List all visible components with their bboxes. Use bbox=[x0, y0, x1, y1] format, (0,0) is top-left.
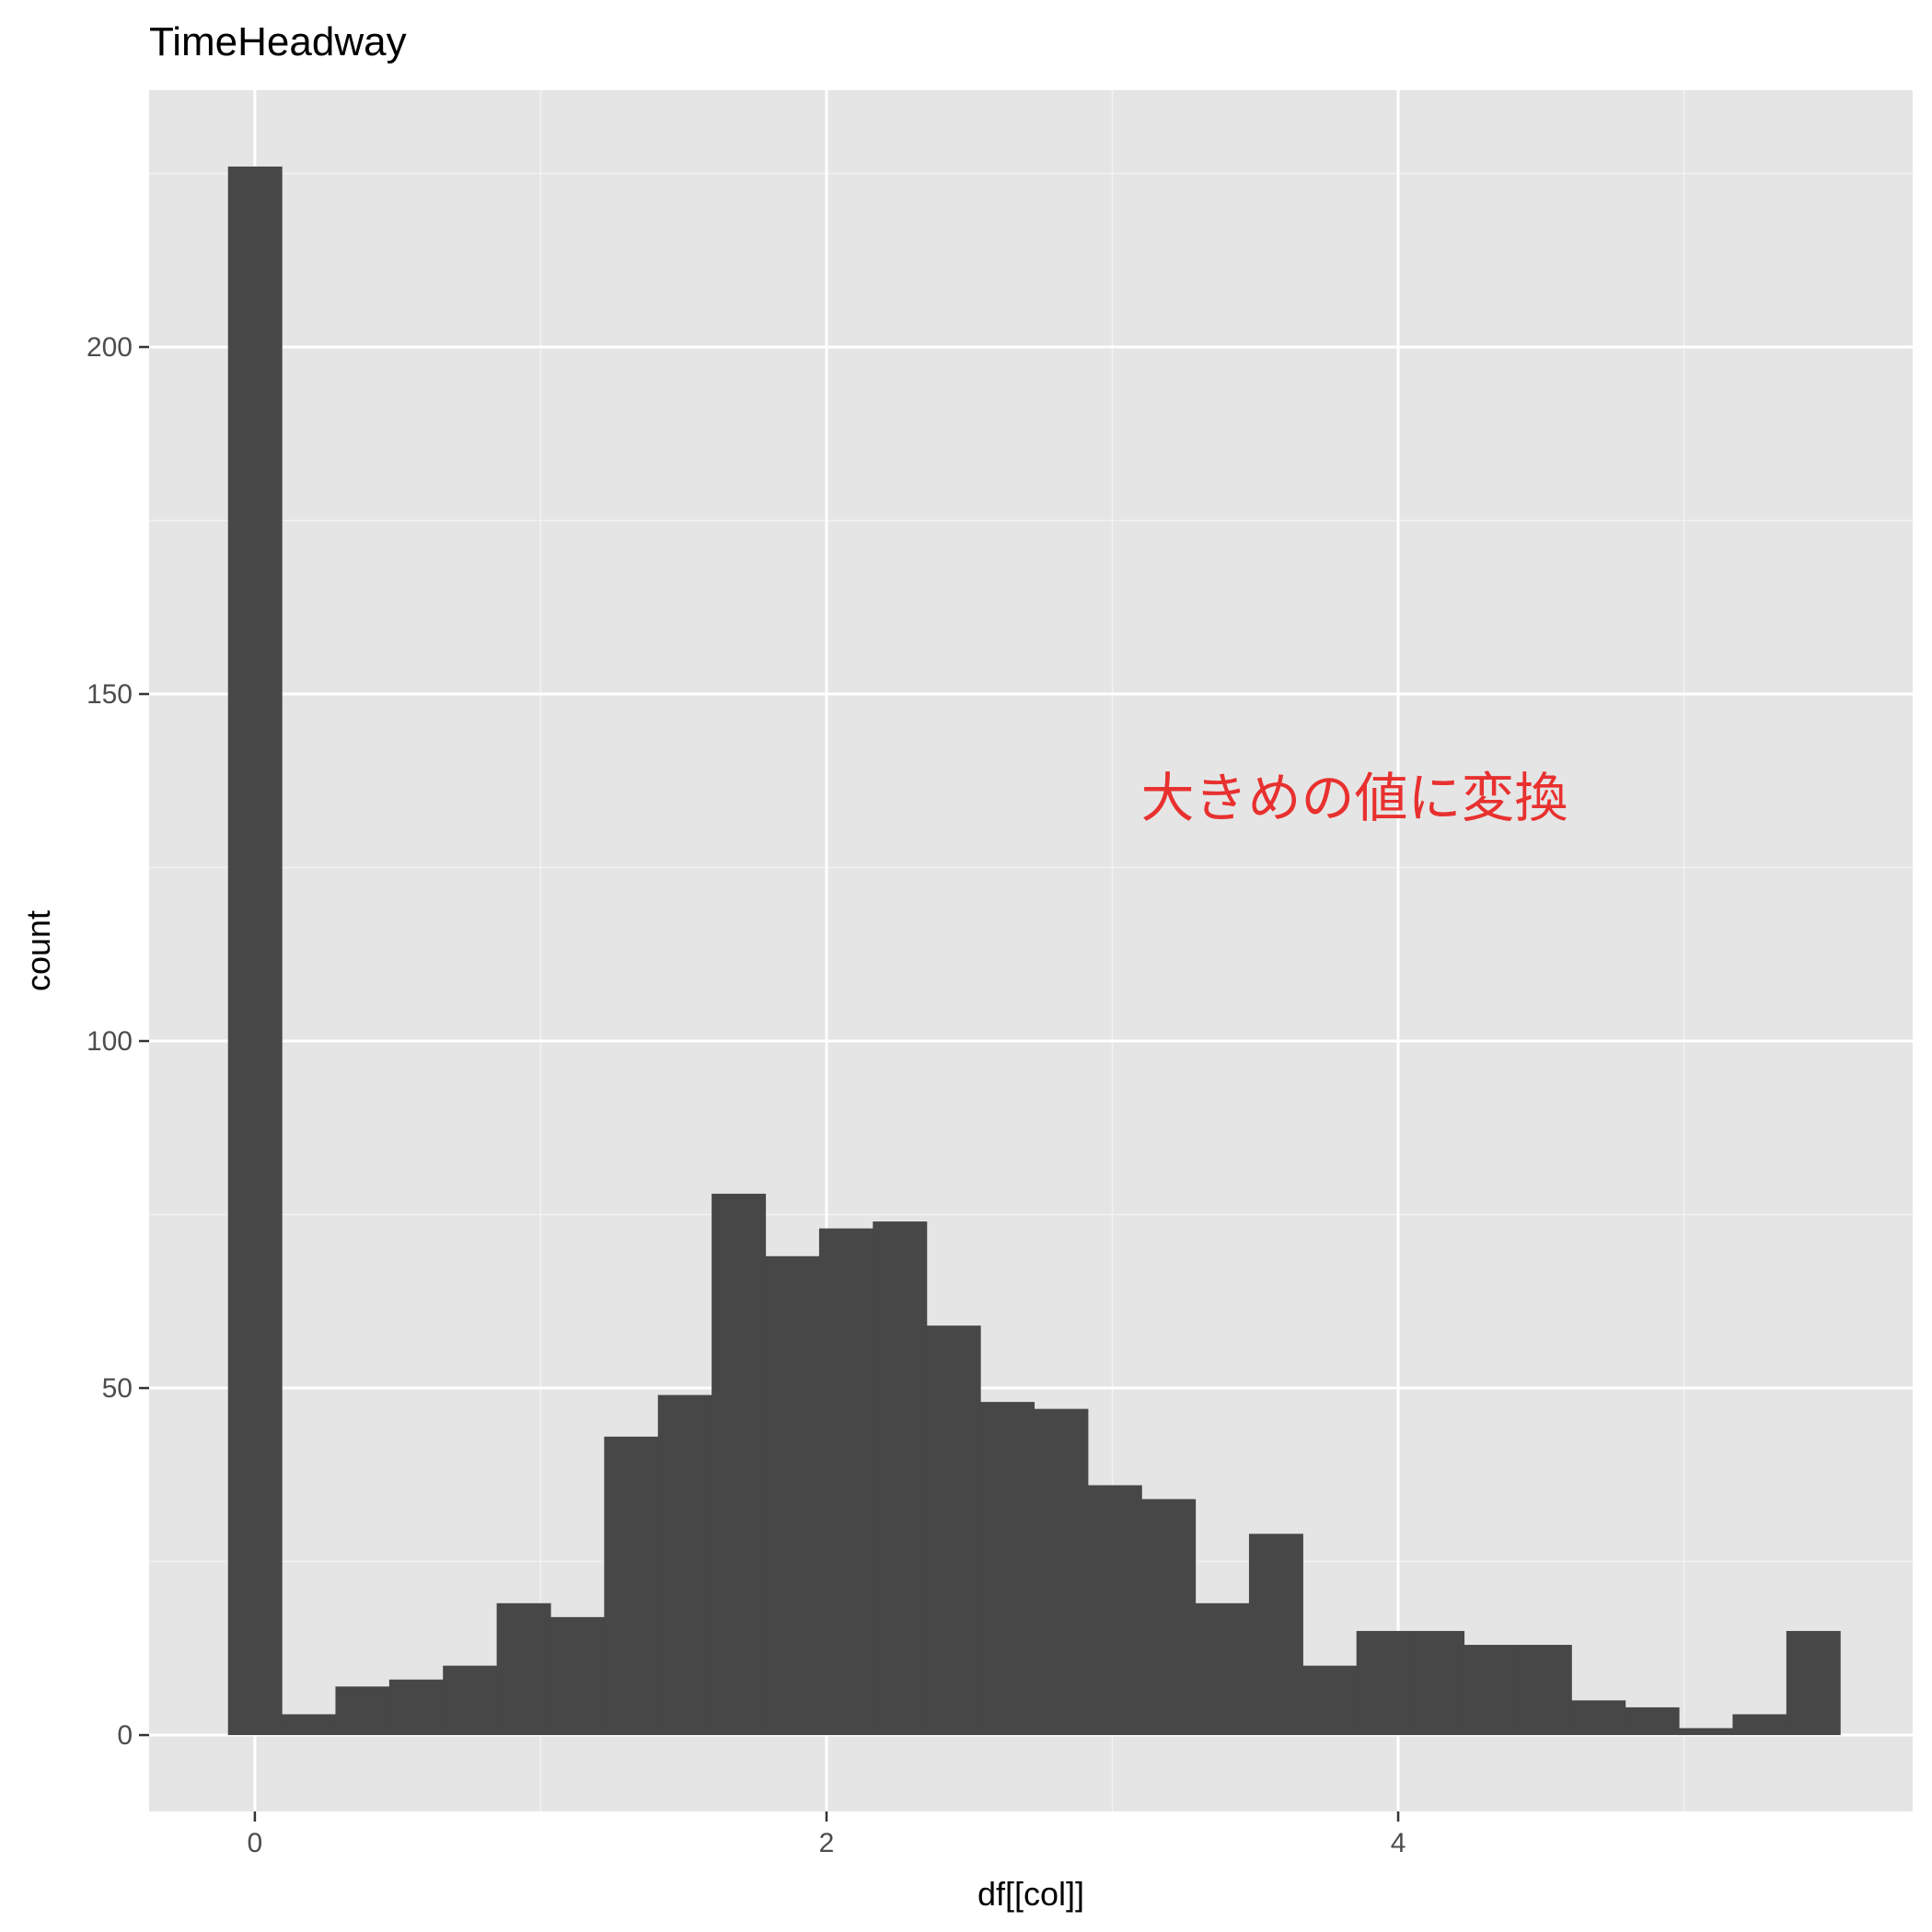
histogram-bar bbox=[1732, 1714, 1787, 1736]
histogram-bar bbox=[1678, 1728, 1733, 1736]
x-axis-title: df[[col]] bbox=[978, 1875, 1084, 1913]
y-tick-label: 100 bbox=[87, 1026, 133, 1057]
x-axis: 0 2 4 bbox=[248, 1811, 1406, 1858]
histogram-bar bbox=[1302, 1665, 1358, 1736]
minor-grid bbox=[149, 90, 1913, 1811]
histogram-bar bbox=[1034, 1408, 1089, 1736]
y-tick-label: 50 bbox=[102, 1373, 133, 1404]
histogram-bar bbox=[1786, 1630, 1841, 1736]
histogram-bar bbox=[711, 1193, 767, 1736]
y-tick-label: 0 bbox=[117, 1720, 133, 1751]
histogram-bar bbox=[873, 1221, 928, 1736]
x-tick-label: 4 bbox=[1391, 1828, 1406, 1858]
histogram-bar bbox=[1356, 1630, 1411, 1736]
histogram-bar bbox=[443, 1665, 498, 1736]
histogram-bar bbox=[227, 166, 283, 1736]
y-axis-title: count bbox=[19, 910, 57, 991]
histogram-bar bbox=[980, 1402, 1035, 1736]
histogram-bar bbox=[1195, 1602, 1250, 1736]
chart-title: TimeHeadway bbox=[149, 19, 407, 64]
histogram-bar bbox=[335, 1686, 390, 1736]
y-tick-label: 150 bbox=[87, 679, 133, 710]
histogram-bar bbox=[1087, 1485, 1142, 1736]
histogram-bar bbox=[1248, 1533, 1303, 1736]
annotation-text: 大きめの値に変換 bbox=[1141, 767, 1568, 829]
x-tick-label: 2 bbox=[819, 1828, 835, 1858]
histogram-bar bbox=[818, 1228, 873, 1736]
histogram-bar bbox=[926, 1325, 981, 1736]
y-axis: 0 50 100 150 200 bbox=[87, 332, 149, 1751]
histogram-bar bbox=[1463, 1645, 1519, 1736]
histogram-bar bbox=[1141, 1498, 1197, 1736]
histogram-bar bbox=[496, 1602, 551, 1736]
histogram-bar bbox=[282, 1714, 337, 1736]
histogram-bar bbox=[1517, 1645, 1572, 1736]
histogram-bars bbox=[227, 166, 1841, 1736]
histogram-bar bbox=[1571, 1700, 1626, 1736]
histogram-bar bbox=[1410, 1630, 1465, 1736]
histogram-bar bbox=[657, 1394, 712, 1736]
histogram-bar bbox=[388, 1679, 444, 1736]
y-tick-label: 200 bbox=[87, 332, 133, 363]
histogram-bar bbox=[604, 1436, 659, 1736]
histogram-bar bbox=[1625, 1706, 1680, 1736]
histogram-bar bbox=[550, 1616, 605, 1736]
histogram-bar bbox=[765, 1255, 820, 1736]
x-tick-label: 0 bbox=[248, 1828, 263, 1858]
